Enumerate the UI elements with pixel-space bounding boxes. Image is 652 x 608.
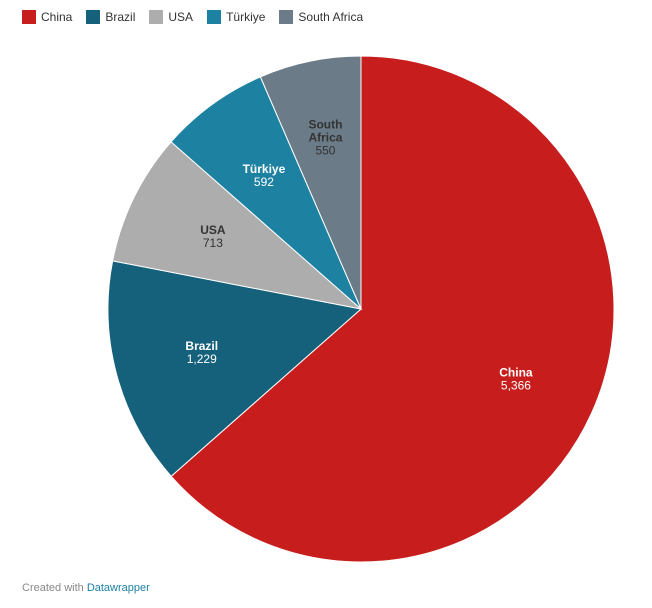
slice-name-brazil: Brazil xyxy=(185,339,218,353)
slice-value-usa: 713 xyxy=(203,236,223,250)
slice-name-turkiye: Türkiye xyxy=(243,162,286,176)
pie-slice-turkiye xyxy=(170,76,362,310)
slice-value-turkiye: 592 xyxy=(254,175,274,189)
pie-slice-china xyxy=(170,55,615,563)
footer-prefix: Created with xyxy=(22,582,87,594)
slice-name-south-africa-0: South xyxy=(308,118,342,132)
pie-slice-usa xyxy=(112,141,363,310)
slice-value-china: 5,366 xyxy=(501,378,531,392)
slice-value-brazil: 1,229 xyxy=(187,352,217,366)
legend-swatch-turkiye xyxy=(207,10,222,24)
slice-name-china: China xyxy=(499,365,533,379)
legend-swatch-south-africa xyxy=(279,10,294,24)
legend-swatch-brazil xyxy=(86,10,101,24)
legend-label-south-africa: South Africa xyxy=(298,10,364,24)
chart-legend: China Brazil USA Türkiye South Africa xyxy=(22,10,363,24)
legend-item-usa: USA xyxy=(149,10,193,24)
pie-slice-south-africa xyxy=(259,55,362,310)
legend-item-brazil: Brazil xyxy=(86,10,135,24)
slice-name-south-africa-1: Africa xyxy=(308,131,342,145)
legend-label-brazil: Brazil xyxy=(105,10,136,24)
legend-item-turkiye: Türkiye xyxy=(207,10,265,24)
legend-item-china: China xyxy=(22,10,72,24)
datawrapper-link[interactable]: Datawrapper xyxy=(86,582,150,594)
slice-value-south-africa: 550 xyxy=(315,144,335,158)
legend-label-turkiye: Türkiye xyxy=(226,10,266,24)
legend-swatch-china xyxy=(22,10,36,24)
pie-slice-brazil xyxy=(107,260,363,477)
legend-item-south-africa: South Africa xyxy=(279,10,363,24)
footer-credit: Created with Datawrapper xyxy=(22,582,150,594)
legend-swatch-usa xyxy=(149,10,164,24)
slice-name-usa: USA xyxy=(200,223,226,237)
legend-label-china: China xyxy=(41,10,73,24)
legend-label-usa: USA xyxy=(168,10,194,24)
